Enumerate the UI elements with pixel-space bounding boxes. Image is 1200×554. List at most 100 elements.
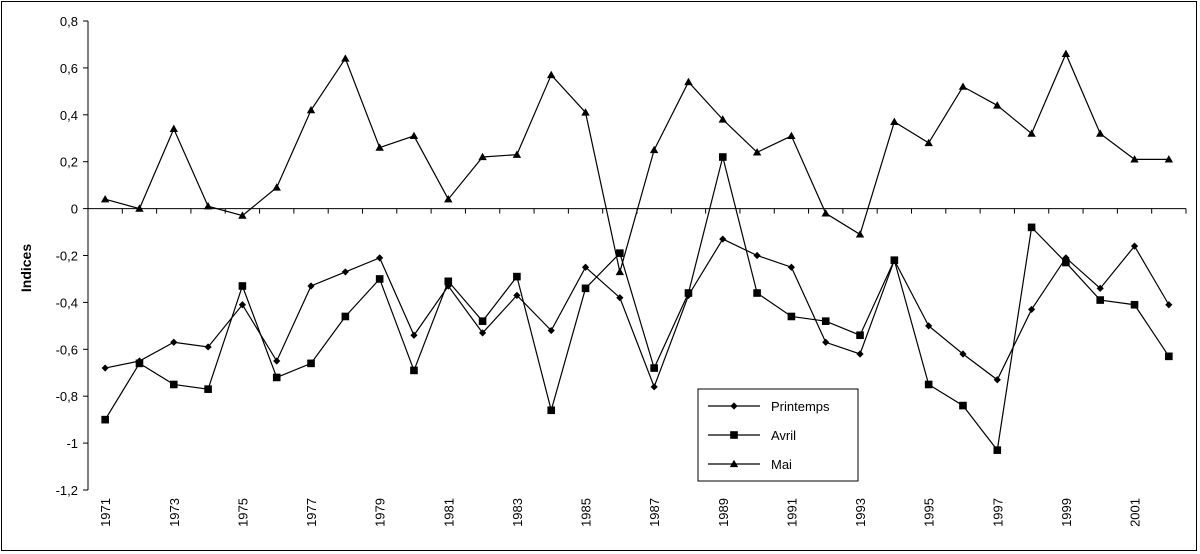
data-point-printemps [616, 294, 624, 302]
data-point-avril [375, 275, 384, 283]
data-point-printemps [307, 282, 315, 290]
y-tick-label: -0,2 [56, 249, 78, 264]
data-point-mai [100, 195, 110, 203]
data-point-printemps [547, 326, 555, 335]
data-point-mai [1164, 155, 1174, 163]
data-point-avril [1130, 300, 1139, 309]
legend-marker-avril [730, 431, 738, 439]
data-point-avril [856, 331, 864, 340]
y-tick-label: 0,8 [60, 14, 78, 29]
y-tick-label: -0,4 [56, 295, 78, 310]
data-point-mai [272, 183, 281, 191]
data-point-mai [1130, 155, 1139, 163]
data-point-avril [1062, 258, 1070, 267]
data-point-avril [169, 380, 178, 389]
x-tick-label: 1971 [98, 498, 113, 527]
data-point-mai [444, 195, 453, 203]
x-tick-label: 1973 [167, 498, 182, 527]
data-point-mai [615, 267, 625, 276]
data-point-avril [787, 312, 796, 321]
legend-label-printemps: Printemps [771, 399, 830, 414]
data-point-avril [272, 373, 281, 382]
y-tick-label: -0,6 [56, 342, 78, 357]
data-point-mai [684, 77, 693, 86]
data-point-avril [238, 282, 247, 290]
data-point-printemps [170, 338, 178, 346]
data-point-printemps [787, 263, 796, 271]
data-point-mai [958, 82, 968, 90]
y-tick-label: 0,4 [60, 108, 78, 123]
data-point-avril [478, 317, 487, 325]
data-point-printemps [581, 263, 590, 271]
y-tick-label: -0,8 [56, 389, 78, 404]
legend-label-mai: Mai [771, 457, 792, 472]
data-point-printemps [513, 291, 521, 299]
data-point-mai [752, 148, 762, 156]
legend: Printemps Avril Mai [697, 388, 859, 482]
data-point-mai [787, 131, 796, 140]
data-point-avril [616, 249, 624, 257]
data-point-mai [478, 152, 487, 161]
data-point-mai [375, 143, 384, 151]
data-point-avril [753, 289, 761, 297]
data-point-avril [547, 406, 556, 415]
data-point-printemps [273, 357, 281, 365]
data-point-printemps [238, 301, 247, 309]
data-point-printemps [1165, 301, 1173, 309]
data-point-avril [684, 289, 693, 297]
data-point-mai [1061, 49, 1071, 57]
data-point-mai [821, 209, 830, 217]
series-line-avril [104, 156, 1170, 452]
data-point-printemps [341, 268, 349, 276]
data-point-avril [101, 415, 109, 424]
x-tick-label: 1983 [510, 498, 525, 527]
data-point-mai [203, 202, 213, 210]
data-point-printemps [1096, 284, 1104, 292]
data-point-avril [513, 272, 521, 281]
data-point-mai [135, 204, 144, 212]
data-point-mai [890, 117, 899, 125]
legend-marker-mai [729, 459, 739, 468]
data-point-printemps [719, 235, 727, 243]
data-point-printemps [959, 350, 967, 358]
data-point-avril [890, 256, 899, 264]
legend-marker-printemps [730, 402, 738, 410]
series-avril [101, 153, 1173, 454]
data-point-avril [1096, 296, 1105, 304]
data-point-mai [924, 138, 933, 147]
data-point-avril [204, 385, 212, 393]
data-point-mai [409, 131, 419, 140]
x-tick-label: 1993 [853, 498, 868, 527]
x-tick-label: 1975 [235, 498, 250, 527]
data-point-printemps [410, 331, 418, 339]
data-point-mai [1027, 129, 1036, 137]
data-point-mai [855, 230, 865, 238]
data-point-avril [444, 277, 453, 286]
data-point-mai [547, 70, 556, 79]
data-point-mai [512, 150, 522, 158]
data-point-printemps [753, 251, 761, 260]
data-point-avril [718, 153, 727, 161]
x-tick-label: 1979 [373, 498, 388, 527]
y-axis-title: Indices [18, 244, 34, 292]
data-point-printemps [650, 383, 658, 391]
data-point-printemps [1062, 254, 1070, 262]
data-point-printemps [822, 338, 830, 346]
data-point-avril [135, 359, 144, 368]
data-point-mai [169, 124, 178, 133]
x-tick-label: 2001 [1128, 498, 1143, 527]
data-point-avril [959, 401, 967, 410]
legend-label-avril: Avril [771, 428, 796, 443]
data-point-avril [307, 359, 315, 368]
x-tick-label: 1999 [1059, 498, 1074, 527]
data-point-printemps [1027, 305, 1036, 314]
data-point-printemps [204, 343, 212, 351]
x-tick-label: 1981 [441, 498, 456, 527]
y-tick-label: -1,2 [56, 483, 78, 498]
x-tick-label: 1985 [579, 498, 594, 527]
data-point-printemps [478, 329, 487, 337]
data-point-avril [650, 364, 658, 372]
x-tick-label: 1977 [304, 498, 319, 527]
